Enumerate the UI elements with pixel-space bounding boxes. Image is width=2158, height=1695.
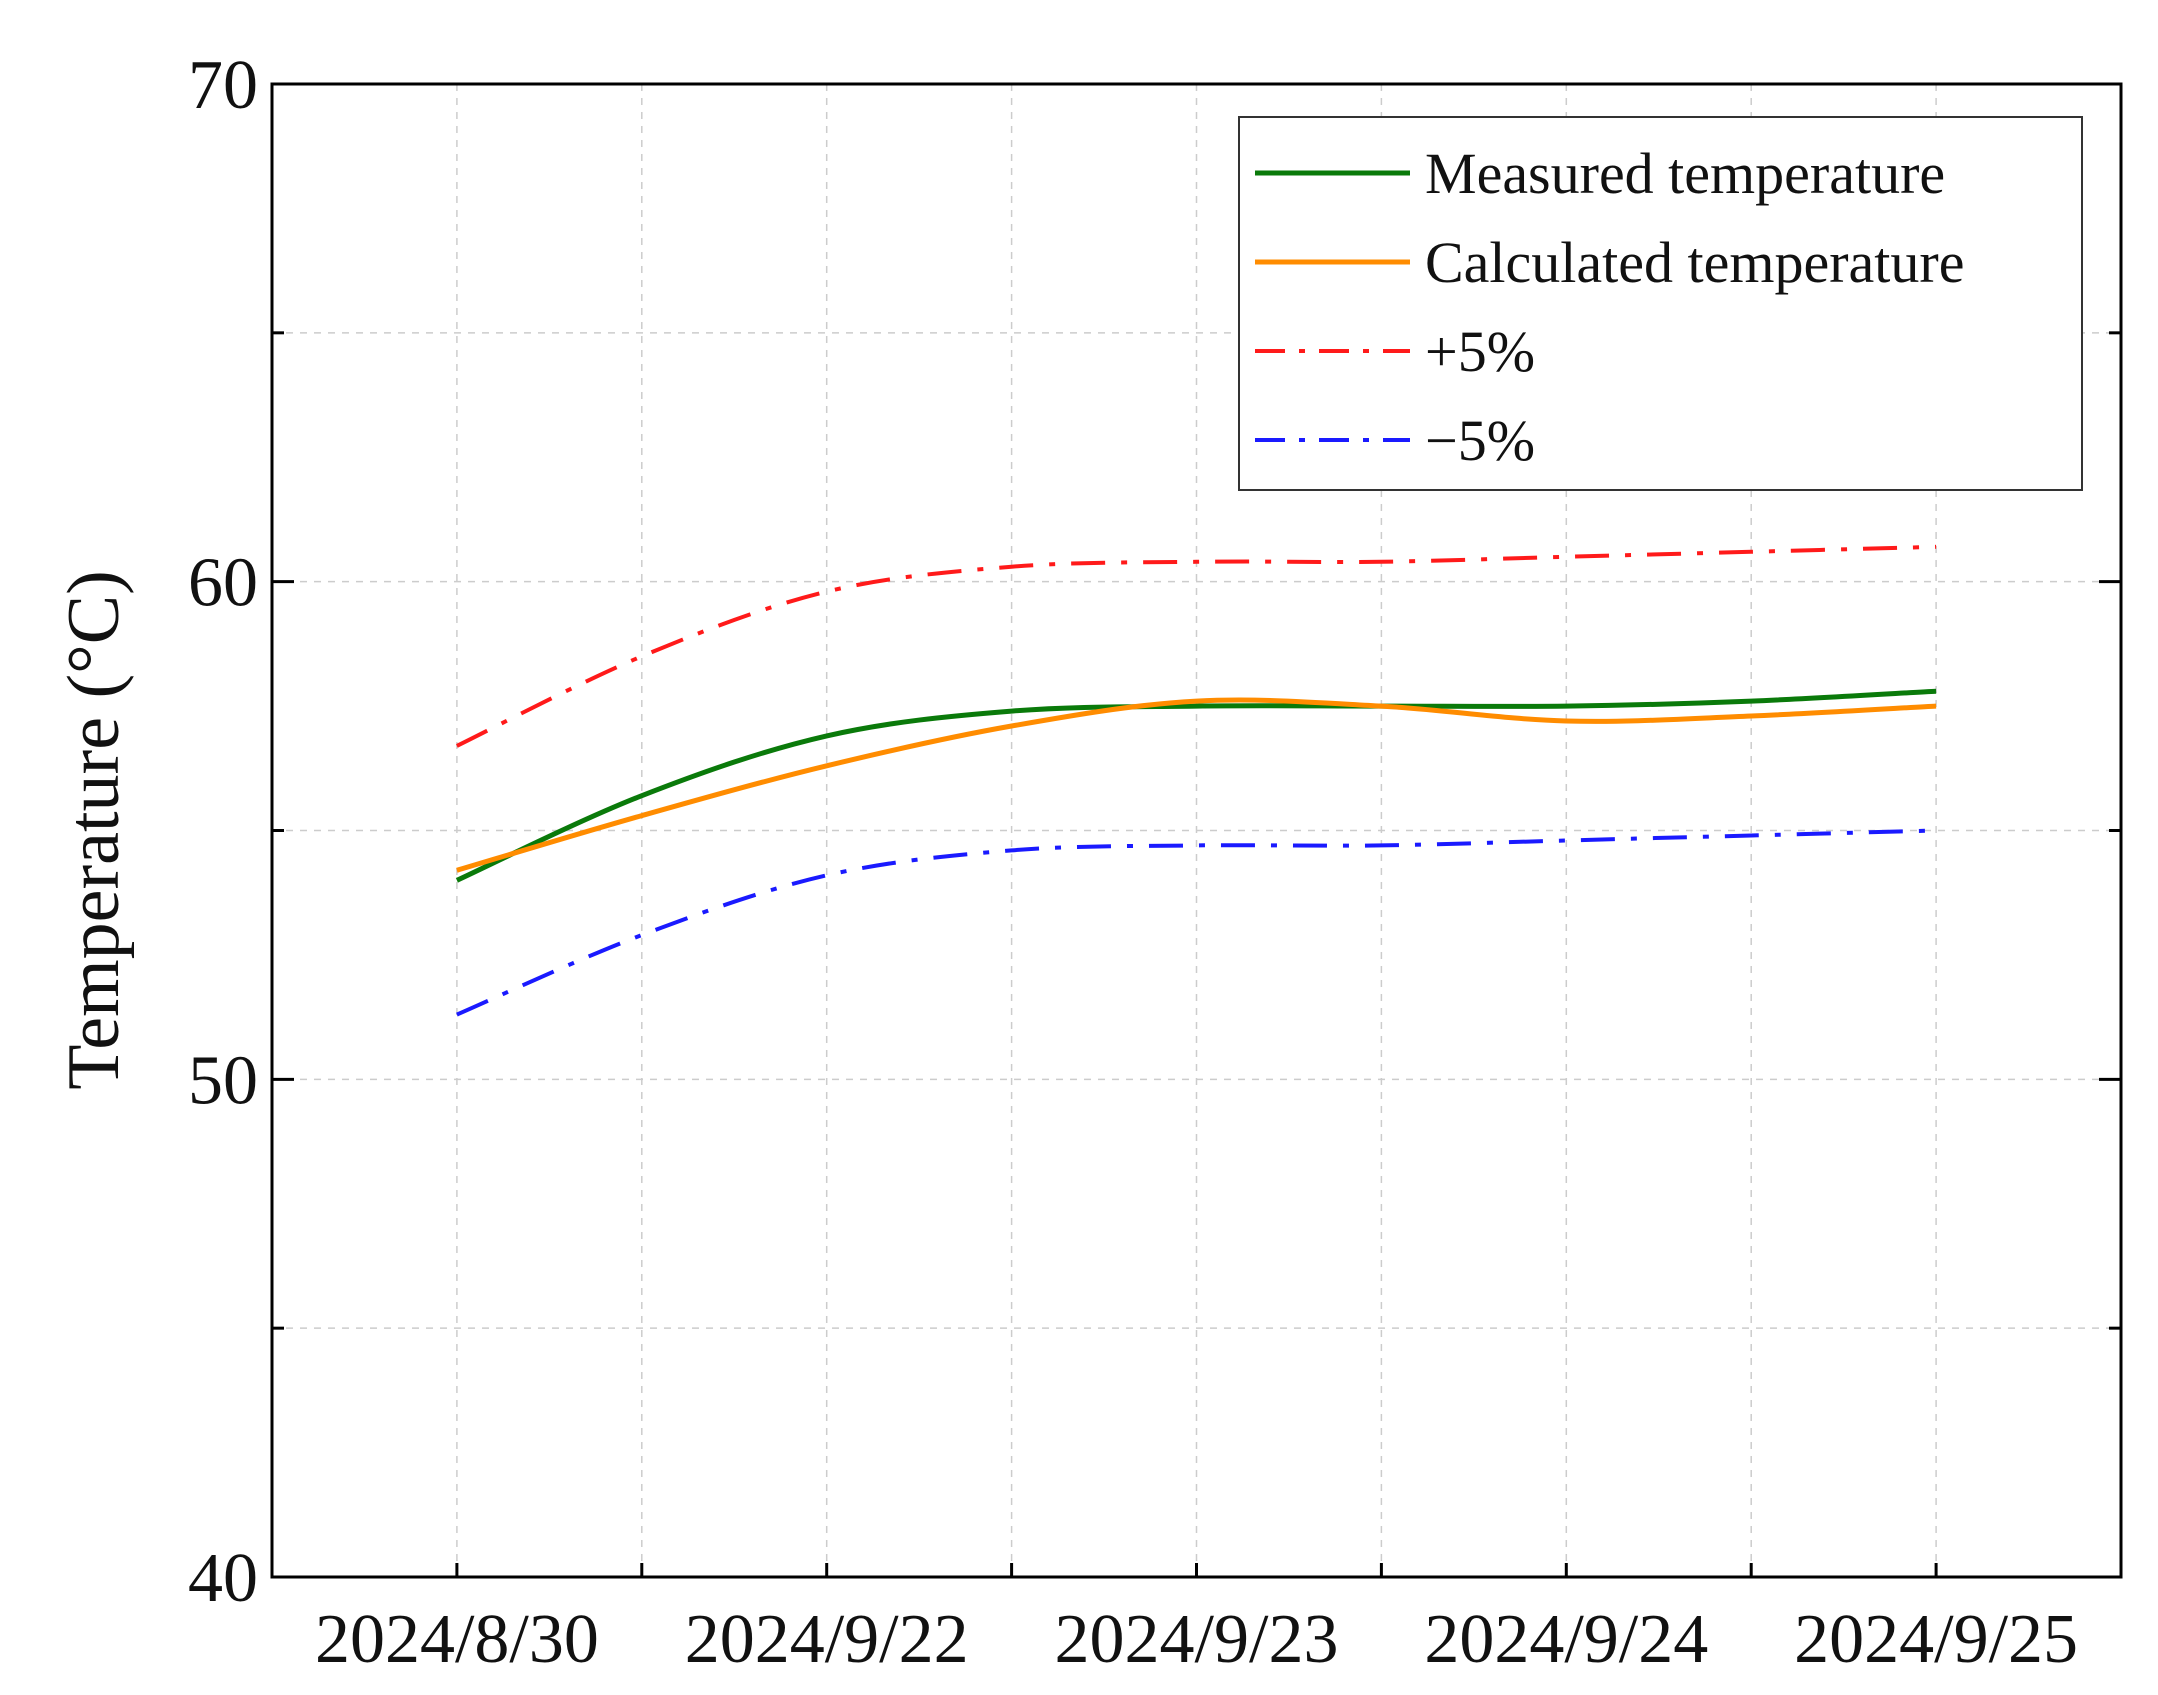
x-tick-label: 2024/9/22 — [685, 1601, 969, 1678]
y-axis-title: Temperature (°C) — [53, 570, 135, 1090]
x-tick-label: 2024/9/24 — [1424, 1601, 1708, 1678]
series-line-calculated-temperature — [456, 697, 1937, 873]
legend-label-calculated-temperature: Calculated temperature — [1425, 230, 1964, 295]
legend-label-5: −5% — [1425, 408, 1535, 473]
y-tick-label: 40 — [188, 1540, 258, 1617]
legend-box — [1238, 116, 2083, 491]
axis-ticks: 40 50 60 70 2024/8/30 2024/9/22 2024/9/23 2024/… — [188, 47, 2123, 1678]
grid — [272, 84, 2121, 1577]
legend-label-5: +5% — [1425, 319, 1535, 384]
x-tick-label: 2024/9/25 — [1794, 1601, 2078, 1678]
legend-label-measured-temperature: Measured temperature — [1425, 141, 1945, 206]
y-tick-label: 60 — [188, 545, 258, 622]
legend: Measured temperature Calculated temperatu… — [1238, 116, 2083, 491]
y-tick-label: 50 — [188, 1042, 258, 1119]
series-line-measured-temperature — [455, 688, 1937, 883]
x-tick-label: 2024/8/30 — [315, 1601, 599, 1678]
series-line-5 — [456, 544, 1937, 748]
y-tick-label: 70 — [188, 47, 258, 124]
series-lines — [455, 544, 1937, 1017]
x-tick-label: 2024/9/23 — [1055, 1601, 1339, 1678]
